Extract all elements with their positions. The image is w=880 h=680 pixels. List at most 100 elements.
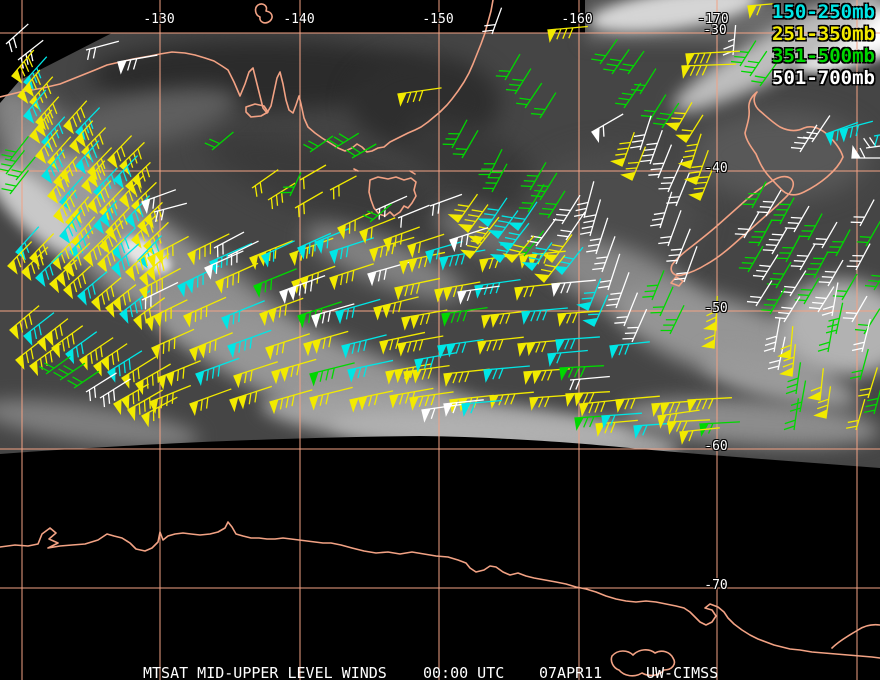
wind-barb (41, 149, 65, 184)
wind-barb (99, 378, 131, 408)
wind-barb (620, 146, 647, 181)
wind-barb (803, 115, 831, 143)
wind-barb (204, 131, 234, 151)
wind-barb (297, 301, 342, 329)
wind-barb (261, 240, 295, 268)
wind-barb (650, 191, 673, 229)
wind-barb (555, 336, 600, 353)
wind-barb (91, 277, 122, 312)
wind-barb (215, 262, 259, 294)
wind-barb (389, 387, 434, 409)
wind-barb (397, 87, 442, 107)
wind-barb (23, 56, 48, 91)
wind-barb (658, 210, 682, 247)
wind-barb (139, 267, 181, 302)
wind-barb (776, 235, 801, 263)
wind-barb (153, 202, 188, 223)
wind-barb (267, 182, 296, 210)
legend-item-251-350: 251-350mb (772, 23, 875, 45)
wind-barb (443, 368, 490, 387)
wind-barb (660, 304, 685, 335)
pressure-level-legend: 150-250mb 251-350mb 351-500mb 501-700mb (772, 1, 875, 89)
wind-barb (579, 398, 624, 417)
wind-barb (280, 172, 302, 197)
wind-barb (294, 191, 324, 218)
wind-barb (303, 330, 349, 357)
wind-barb (335, 298, 381, 325)
wind-barb (842, 295, 868, 323)
wind-barb (81, 160, 106, 195)
wind-barb (87, 147, 113, 181)
wind-barb (15, 336, 47, 370)
coast-australia (0, 0, 494, 153)
wind-barb (460, 230, 492, 259)
wind-barb (157, 360, 201, 390)
wind-barb (557, 310, 602, 327)
wind-barb (97, 238, 125, 273)
wind-barb (474, 278, 521, 299)
wind-barb (681, 63, 736, 79)
wind-barb (271, 358, 317, 385)
wind-barb (137, 235, 163, 269)
wind-barb (17, 69, 42, 104)
coast-tasmania (368, 176, 417, 217)
wind-barb (606, 272, 630, 309)
wind-barb (642, 270, 665, 301)
wind-barb (113, 155, 139, 189)
wind-barb (85, 40, 120, 61)
wind-barb (622, 308, 648, 343)
wind-barb (591, 113, 624, 143)
wind-barb (565, 391, 610, 407)
wind-barb (748, 219, 773, 247)
wind-barb (11, 49, 35, 84)
wind-barb (213, 231, 245, 258)
wind-barb (849, 348, 869, 381)
wind-barb (547, 25, 588, 43)
wind-barb (541, 234, 573, 263)
wind-barb (141, 396, 178, 428)
wind-barb (119, 175, 145, 209)
wind-barb (722, 25, 737, 56)
wind-barb (53, 362, 86, 381)
wind-barb (784, 205, 810, 233)
wind-barb (679, 427, 720, 445)
wind-barb (23, 89, 47, 124)
coast-nz-north-island (744, 91, 844, 196)
wind-barb (832, 273, 858, 301)
wind-barb (369, 236, 415, 263)
wind-barb (818, 259, 844, 287)
wind-barb (790, 124, 818, 153)
wind-barb (516, 82, 543, 109)
wind-barb (666, 228, 691, 265)
lat-label: -50 (704, 301, 728, 316)
wind-barb (586, 217, 609, 255)
wind-barb (477, 336, 524, 355)
wind-barb (760, 287, 786, 315)
wind-barb (763, 318, 781, 353)
caption-date: 07APR11 (539, 664, 603, 680)
wind-barb (766, 261, 792, 289)
wind-barb (399, 251, 446, 275)
wind-barb (688, 166, 715, 201)
wind-barb (777, 326, 794, 359)
earth-limb-mask (0, 436, 880, 680)
wind-barb (518, 183, 545, 213)
wind-barb (854, 308, 880, 335)
wind-barb (495, 53, 521, 81)
wind-barb (67, 370, 100, 389)
wind-barb (147, 235, 189, 270)
wind-barb (1, 169, 29, 195)
wind-barb (684, 149, 709, 185)
wind-barb (29, 343, 62, 377)
wind-barb (297, 232, 332, 260)
wind-barb (125, 247, 154, 282)
wind-barb (863, 382, 880, 415)
wind-barb (557, 211, 586, 241)
wind-barb (785, 362, 802, 395)
wind-barb (0, 149, 25, 175)
wind-barb (514, 282, 561, 301)
wind-barb (658, 158, 684, 193)
wind-barb (221, 300, 265, 330)
